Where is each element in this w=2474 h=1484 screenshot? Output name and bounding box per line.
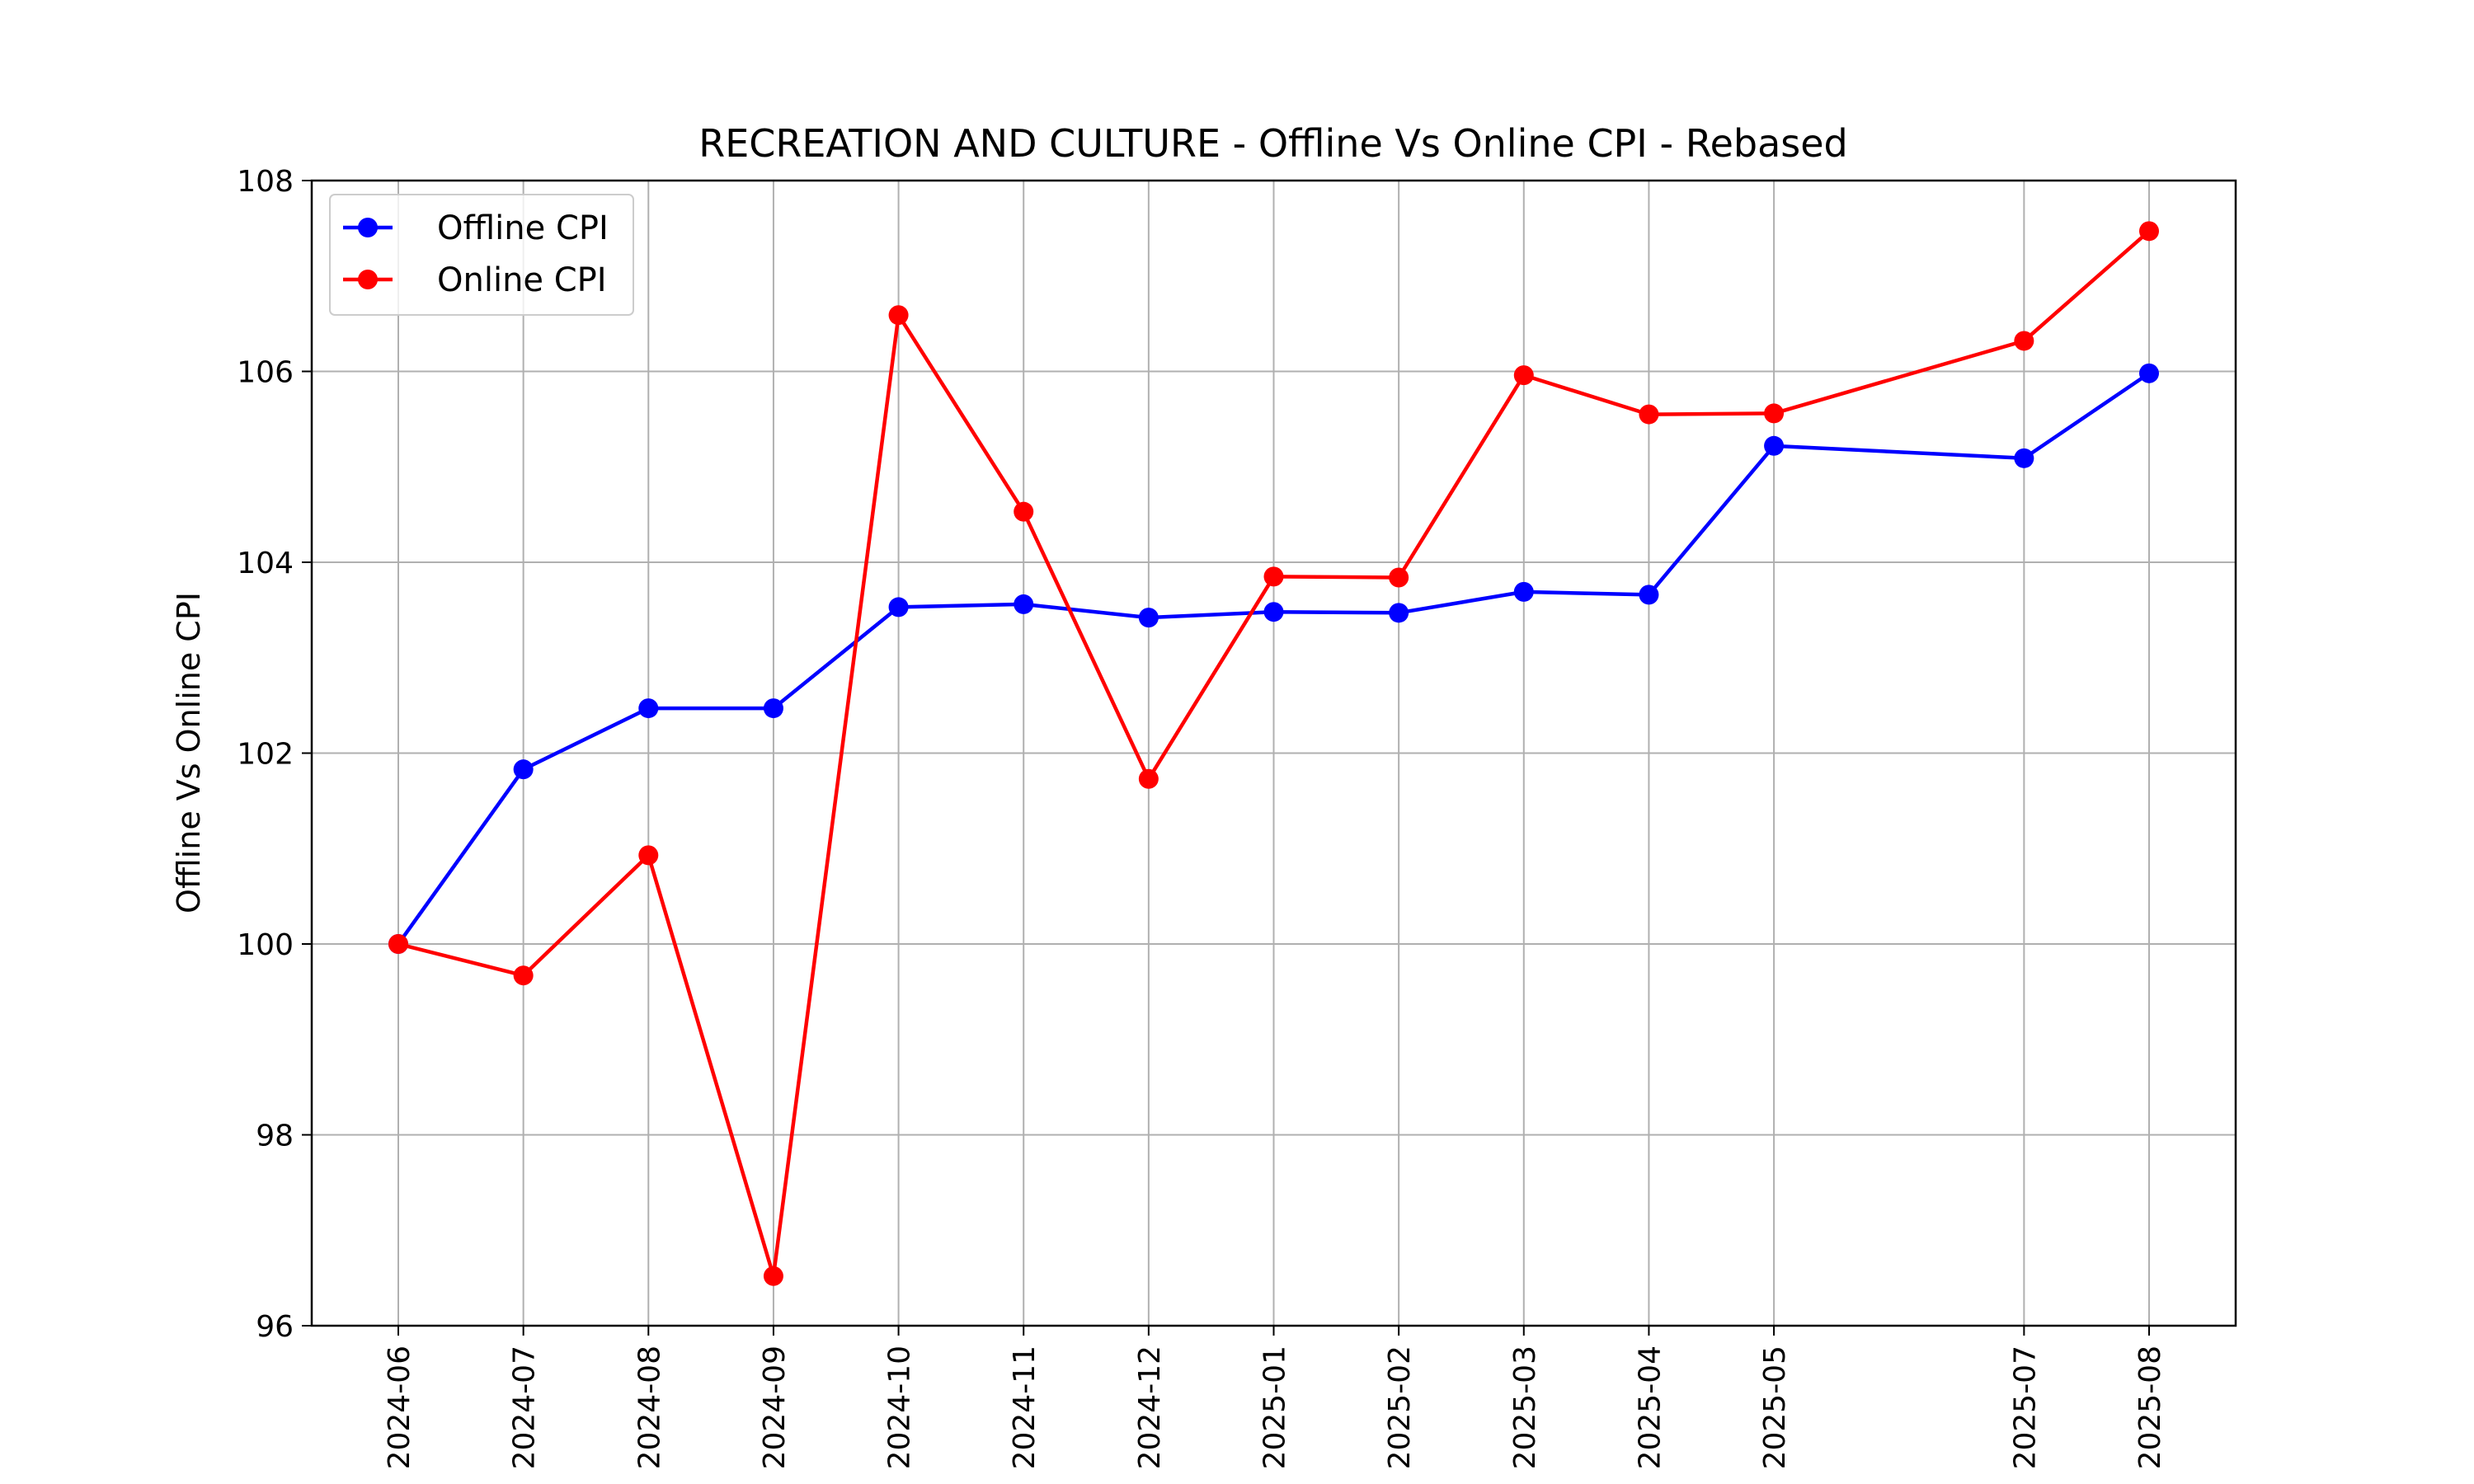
online-cpi-point	[1389, 567, 1409, 588]
online-cpi-point	[1138, 768, 1159, 789]
online-cpi-point	[513, 965, 534, 986]
x-tick-label: 2025-08	[2133, 1345, 2167, 1469]
offline-cpi-point	[2014, 448, 2034, 468]
y-tick-label: 106	[237, 356, 294, 390]
online-cpi-series	[388, 221, 2159, 1286]
online-cpi-point	[638, 845, 659, 866]
online-cpi-legend-marker	[358, 270, 378, 289]
online-cpi-point	[1263, 566, 1284, 587]
offline-cpi-legend-label: Offline CPI	[437, 209, 609, 247]
x-tick-label: 2024-12	[1133, 1345, 1167, 1469]
y-tick-label: 98	[256, 1120, 294, 1153]
online-cpi-point	[888, 305, 909, 326]
offline-cpi-point	[763, 698, 783, 719]
y-tick-label: 102	[237, 738, 294, 772]
x-tick-label: 2025-04	[1633, 1345, 1667, 1469]
offline-cpi-point	[1513, 581, 1534, 602]
chart-title: RECREATION AND CULTURE - Offline Vs Onli…	[698, 121, 1848, 166]
x-tick-label: 2024-10	[883, 1345, 917, 1469]
x-tick-label: 2024-06	[383, 1345, 416, 1469]
offline-cpi-point	[1138, 608, 1159, 628]
x-tick-label: 2025-07	[2008, 1345, 2042, 1469]
offline-cpi-point	[1764, 435, 1785, 456]
online-cpi-point	[1764, 403, 1785, 424]
offline-cpi-point	[1389, 603, 1409, 623]
online-cpi-legend-label: Online CPI	[437, 261, 607, 299]
offline-cpi-point	[513, 759, 534, 780]
series-layer	[388, 221, 2159, 1286]
online-cpi-point	[1639, 404, 1659, 425]
x-tick-label: 2024-08	[633, 1345, 666, 1469]
y-tick-label: 104	[237, 547, 294, 580]
y-tick-label: 96	[256, 1310, 294, 1344]
y-tick-label: 100	[237, 928, 294, 962]
online-cpi-point	[763, 1266, 783, 1286]
legend: Offline CPI Online CPI	[329, 194, 634, 316]
y-axis-label: Offline Vs Online CPI	[171, 592, 207, 913]
y-tick-label: 108	[237, 165, 294, 199]
x-tick-label: 2025-03	[1508, 1345, 1542, 1469]
offline-cpi-point	[1639, 585, 1659, 605]
x-tick-label: 2025-05	[1758, 1345, 1792, 1469]
axis-ticks: 96 98 100 102 104 106 108 2024-06 2024-07 2024-08…	[237, 165, 2167, 1469]
online-cpi-point	[388, 934, 408, 954]
online-cpi-point	[2014, 331, 2034, 351]
x-tick-label: 2025-02	[1383, 1345, 1417, 1469]
x-tick-label: 2024-07	[508, 1345, 542, 1469]
online-cpi-point	[2139, 221, 2159, 242]
offline-cpi-line	[397, 371, 2151, 946]
offline-cpi-point	[888, 597, 909, 618]
x-tick-label: 2024-09	[758, 1345, 792, 1469]
x-tick-label: 2024-11	[1008, 1345, 1042, 1469]
x-tick-label: 2025-01	[1258, 1345, 1292, 1469]
offline-cpi-point	[2139, 363, 2159, 383]
legend-box	[329, 194, 634, 316]
online-cpi-point	[1014, 501, 1034, 522]
offline-cpi-point	[1263, 602, 1284, 622]
offline-cpi-point	[638, 698, 659, 719]
grid-lines	[312, 180, 2236, 1327]
online-cpi-line	[397, 229, 2151, 1279]
offline-cpi-point	[1014, 594, 1034, 614]
online-cpi-point	[1513, 365, 1534, 386]
offline-cpi-legend-marker	[358, 218, 378, 237]
